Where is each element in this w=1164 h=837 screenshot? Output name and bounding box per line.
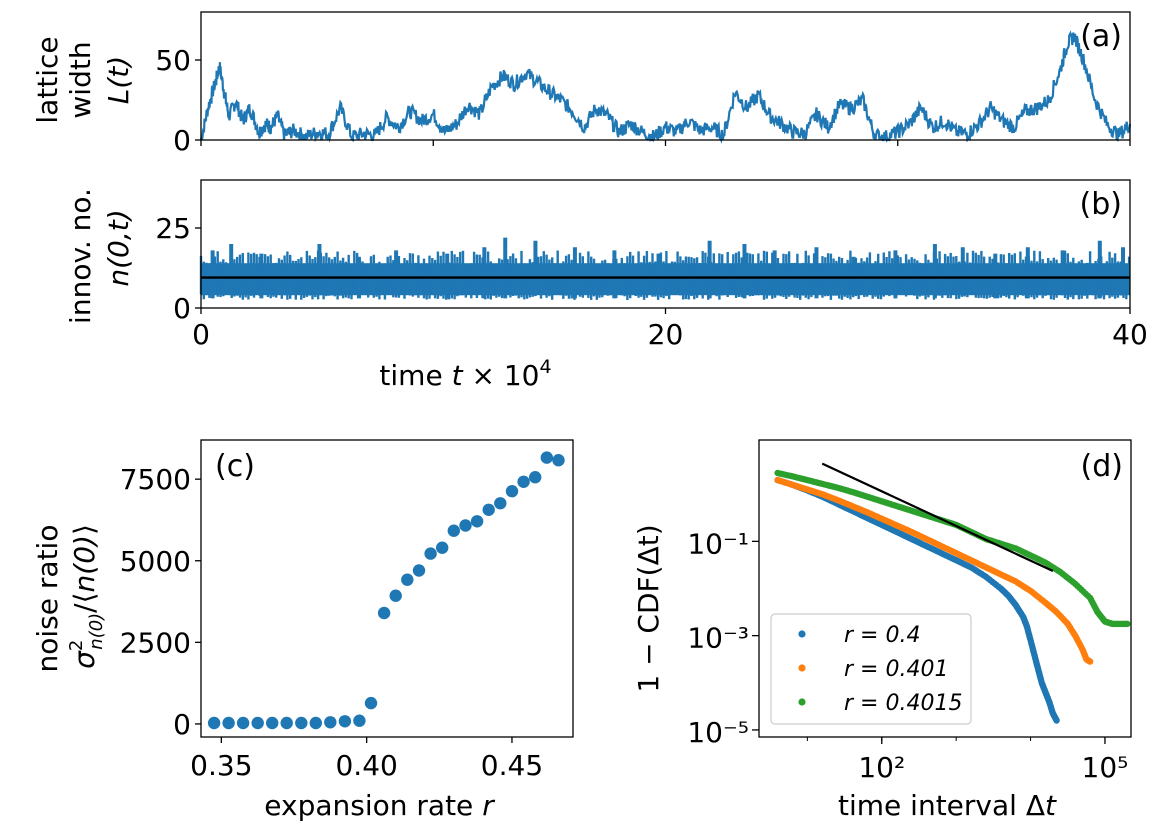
- x-axis-label: time t × 104: [379, 356, 551, 392]
- noise-ratio-point: [377, 606, 391, 620]
- legend: r = 0.4 r = 0.401 r = 0.4015: [770, 613, 972, 725]
- noise-ratio-point: [280, 716, 293, 730]
- x-tick-label: 0.45: [481, 749, 543, 782]
- noise-ratio-point: [207, 716, 221, 730]
- y-axis-label: noise ratio: [31, 525, 64, 673]
- panel-d-frame: [758, 439, 1132, 738]
- noise-ratio-point: [540, 451, 553, 464]
- legend-label: r = 0.4: [844, 623, 920, 648]
- panel-label: (a): [1080, 19, 1122, 54]
- legend-marker: [798, 698, 806, 706]
- x-tick-label: 0.35: [190, 749, 252, 782]
- y-tick-label: 0: [173, 124, 191, 157]
- lattice-width-line: [199, 30, 1132, 144]
- x-axis-label: expansion rate r: [264, 789, 495, 822]
- y-tick-label: 0: [173, 708, 191, 741]
- panel-label: (b): [1080, 187, 1122, 222]
- noise-ratio-point: [324, 716, 337, 729]
- noise-ratio-point: [552, 454, 565, 467]
- noise-ratio-point: [295, 716, 308, 730]
- panel-label: (d): [1081, 449, 1123, 484]
- panel-a-frame: [200, 11, 1131, 141]
- survival-point: [1053, 717, 1060, 724]
- y-axis-label: lattice: [31, 36, 64, 123]
- noise-ratio-point: [505, 485, 519, 498]
- panel-c-frame: [200, 439, 574, 738]
- y-tick-label: 7500: [120, 463, 191, 496]
- y-axis-label: width: [64, 41, 97, 118]
- noise-ratio-point: [424, 547, 437, 560]
- y-tick-label: 2500: [120, 626, 191, 659]
- noise-ratio-point: [389, 589, 402, 602]
- y-axis-label: L(t): [102, 56, 135, 104]
- y-axis-label: innov. no.: [64, 188, 97, 324]
- panel-a: 0 50 (a) lattice width L(t): [31, 11, 1132, 157]
- reference-line: [821, 462, 1054, 573]
- x-tick-label: 20: [648, 318, 684, 351]
- survival-point: [1124, 620, 1131, 628]
- legend-label: r = 0.401: [844, 657, 948, 682]
- noise-ratio-point: [251, 716, 264, 730]
- noise-ratio-point: [470, 515, 484, 528]
- noise-ratio-point: [517, 475, 530, 488]
- y-axis-label: 1 − CDF(Δt): [632, 524, 665, 692]
- legend-marker: [798, 664, 806, 672]
- panel-d: 10² 10⁵ 10⁻⁵ 10⁻³ 10⁻¹ (d) time interval Δt 1 −…: [632, 439, 1132, 822]
- noise-ratio-point: [364, 696, 378, 710]
- noise-ratio-point: [436, 541, 449, 554]
- noise-ratio-point: [338, 715, 352, 728]
- noise-ratio-point: [309, 716, 322, 730]
- y-axis-label: n(0,t): [102, 209, 135, 286]
- y-tick-label: 50: [155, 44, 191, 77]
- noise-ratio-point: [529, 471, 542, 484]
- noise-ratio-point: [412, 564, 426, 577]
- noise-ratio-point: [494, 497, 507, 510]
- noise-ratio-point: [236, 716, 250, 730]
- noise-ratio-point: [401, 573, 414, 586]
- panel-b: 0 25 0 20 40 time t × 104 (b) innov. no. n(0,t): [64, 179, 1148, 392]
- noise-ratio-point: [482, 503, 495, 516]
- noise-ratio-point: [459, 519, 472, 532]
- x-tick-label: 10²: [858, 751, 905, 784]
- y-axis-label: σ2n(0)/⟨n(0)⟩: [66, 524, 107, 669]
- legend-label: r = 0.4015: [844, 691, 962, 716]
- y-tick-label: 0: [173, 292, 191, 325]
- legend-box: [770, 613, 972, 725]
- x-axis-label: time interval Δt: [838, 789, 1057, 822]
- x-tick-label: 0.40: [335, 749, 397, 782]
- x-tick-label: 40: [1112, 318, 1148, 351]
- y-tick-label: 10⁻¹: [687, 527, 749, 560]
- noise-ratio-point: [266, 716, 279, 730]
- panel-label: (c): [215, 449, 255, 484]
- y-tick-label: 10⁻³: [687, 622, 749, 655]
- survival-point: [1086, 658, 1094, 665]
- panel-c: 0 2500 5000 7500 0.35 0.40 0.45 expansion rate …: [31, 439, 574, 822]
- x-tick-label: 10⁵: [1082, 751, 1129, 784]
- x-tick-label: 0: [192, 318, 210, 351]
- noise-ratio-point: [353, 714, 366, 727]
- y-tick-label: 10⁻⁵: [687, 716, 749, 749]
- noise-ratio-point: [222, 716, 235, 730]
- legend-marker: [798, 630, 806, 638]
- y-tick-label: 5000: [120, 545, 191, 578]
- y-tick-label: 25: [155, 212, 191, 245]
- noise-ratio-point: [447, 524, 460, 537]
